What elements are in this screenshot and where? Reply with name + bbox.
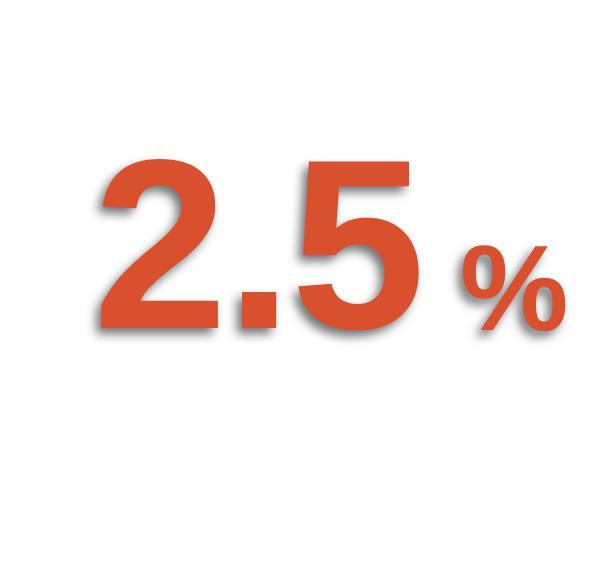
statistic-number: 2.5 [93,110,423,380]
statistic-unit: % [460,220,568,356]
